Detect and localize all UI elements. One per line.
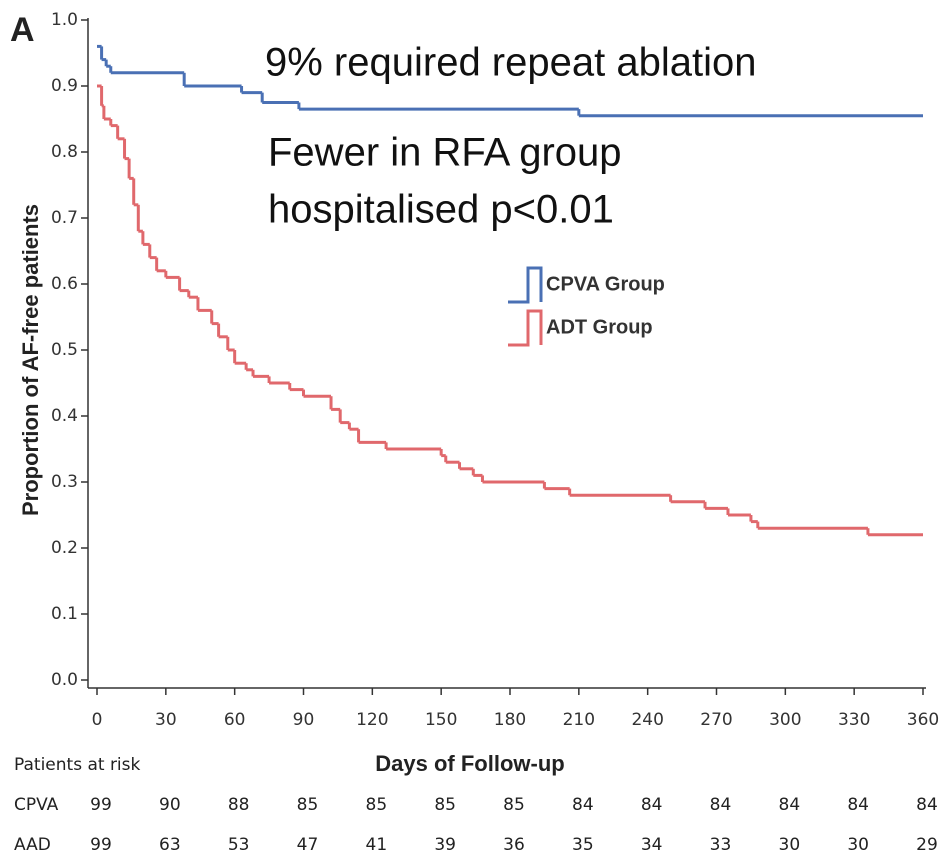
annotation: hospitalised p<0.01 [268,188,614,232]
y-tick-label: 1.0 [51,10,78,30]
y-tick-label: 0.1 [51,604,78,624]
x-tick-label: 330 [838,710,870,730]
risk-row-label: AAD [14,835,51,855]
risk-value: 41 [366,835,388,855]
legend-label: ADT Group [546,316,653,338]
risk-value: 53 [228,835,250,855]
y-axis-label: Proportion of AF-free patients [18,204,43,516]
y-tick-label: 0.3 [51,472,78,492]
x-tick-label: 90 [293,710,315,730]
y-tick-label: 0.4 [51,406,78,426]
risk-value: 30 [779,835,801,855]
x-tick-label: 360 [907,710,939,730]
legend-swatch [508,309,543,347]
risk-value: 47 [297,835,319,855]
risk-value: 39 [434,835,456,855]
risk-value: 63 [159,835,181,855]
annotation: Fewer in RFA group [268,131,622,175]
x-tick-label: 120 [356,710,388,730]
risk-value: 85 [297,795,319,815]
y-tick-label: 0.9 [51,76,78,96]
x-tick-label: 180 [494,710,526,730]
risk-value: 36 [503,835,525,855]
y-tick-label: 0.2 [51,538,78,558]
x-tick-label: 210 [563,710,595,730]
risk-value: 84 [847,795,869,815]
legend-swatch [508,266,543,304]
y-tick-label: 0.0 [51,670,78,690]
risk-title: Patients at risk [14,755,141,775]
annotation: 9% required repeat ablation [265,41,756,85]
risk-value: 84 [779,795,801,815]
x-axis-label: Days of Follow-up [375,751,564,776]
risk-value: 30 [847,835,869,855]
x-tick-label: 150 [425,710,457,730]
x-tick-label: 300 [769,710,801,730]
x-tick-label: 0 [92,710,103,730]
risk-value: 99 [90,795,112,815]
y-tick-label: 0.7 [51,208,78,228]
risk-value: 85 [503,795,525,815]
panel-label: A [10,11,35,49]
x-tick-label: 60 [224,710,246,730]
x-tick-label: 30 [155,710,177,730]
risk-value: 34 [641,835,663,855]
y-tick-label: 0.8 [51,142,78,162]
risk-value: 88 [228,795,250,815]
risk-row-label: CPVA [14,795,59,815]
risk-value: 35 [572,835,594,855]
risk-value: 85 [366,795,388,815]
y-tick-label: 0.6 [51,274,78,294]
risk-value: 84 [710,795,732,815]
y-tick-label: 0.5 [51,340,78,360]
risk-value: 99 [90,835,112,855]
x-tick-label: 270 [700,710,732,730]
risk-value: 84 [572,795,594,815]
legend-label: CPVA Group [546,273,665,295]
risk-value: 84 [641,795,663,815]
x-tick-label: 240 [631,710,663,730]
risk-value: 90 [159,795,181,815]
risk-value: 29 [916,835,938,855]
risk-value: 33 [710,835,732,855]
risk-value: 84 [916,795,938,815]
risk-value: 85 [434,795,456,815]
